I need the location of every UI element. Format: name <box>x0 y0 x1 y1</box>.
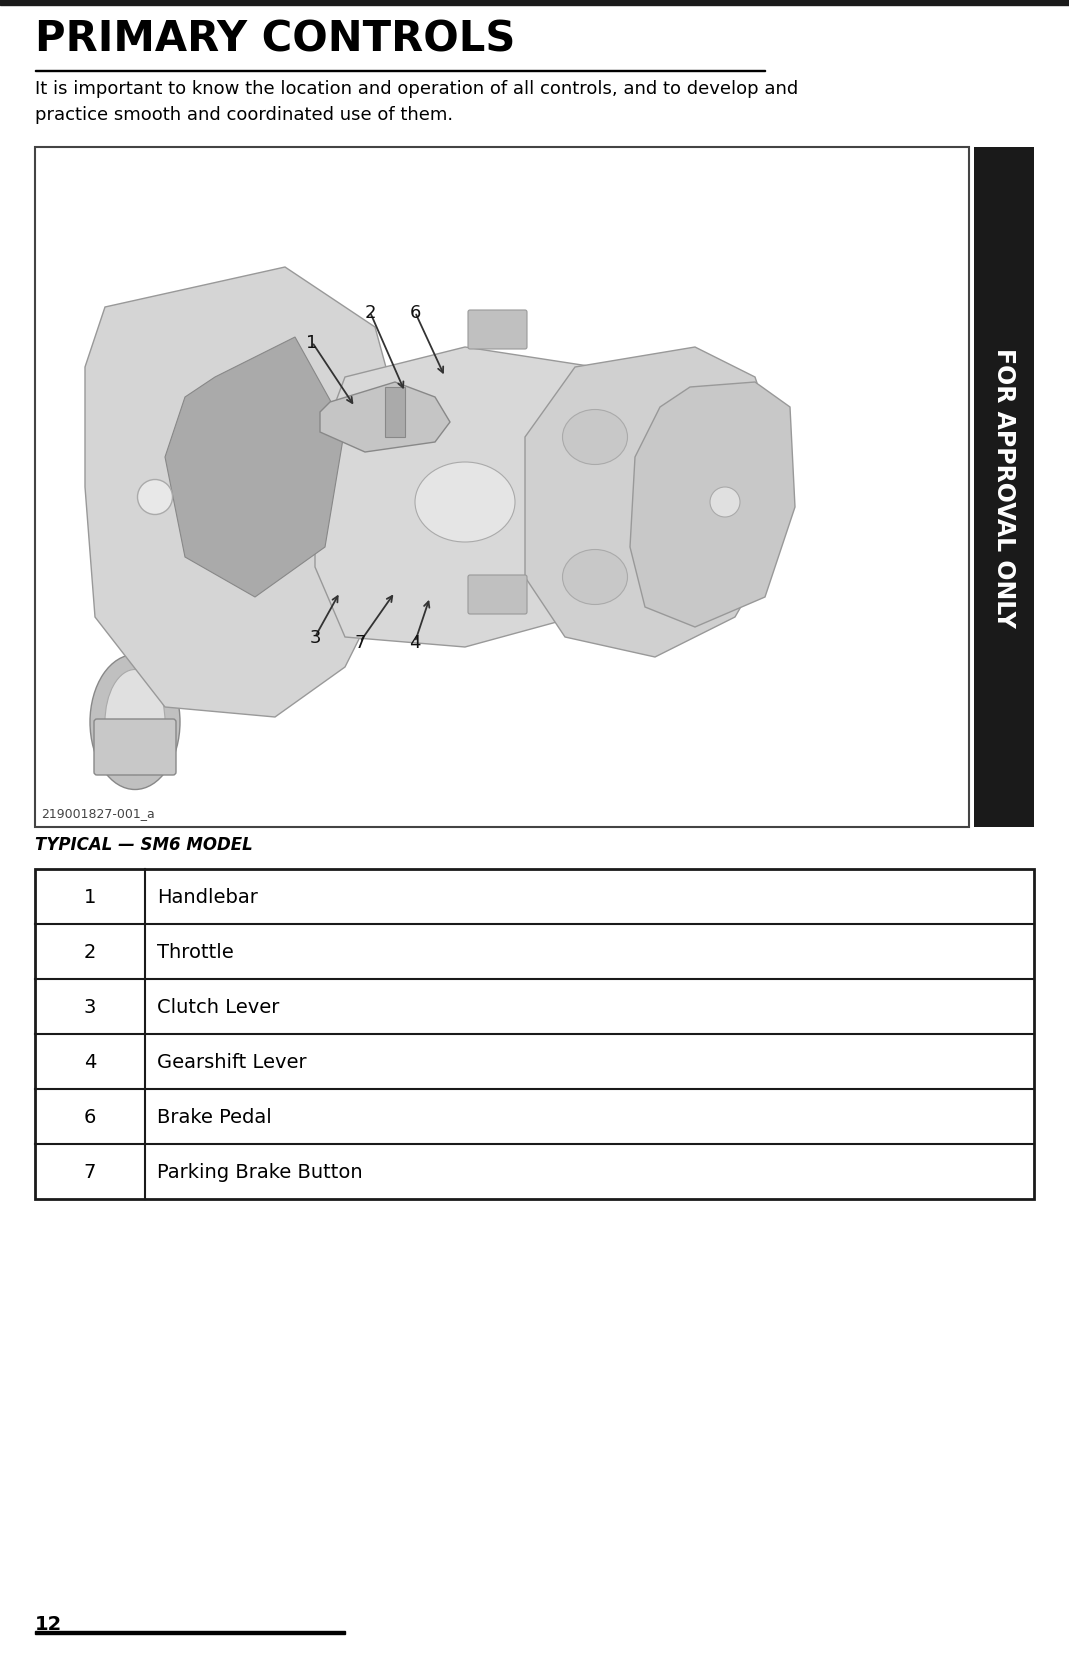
Bar <box>385 388 405 437</box>
Bar <box>35 1630 345 1634</box>
Text: 219001827-001_a: 219001827-001_a <box>41 807 155 820</box>
Text: 2: 2 <box>83 943 96 961</box>
Polygon shape <box>320 383 450 452</box>
Ellipse shape <box>90 655 180 790</box>
Text: 4: 4 <box>409 633 421 651</box>
FancyBboxPatch shape <box>468 312 527 350</box>
Text: 3: 3 <box>83 998 96 1016</box>
Polygon shape <box>630 383 795 628</box>
Text: 3: 3 <box>309 628 321 646</box>
Text: 7: 7 <box>354 633 366 651</box>
Text: Clutch Lever: Clutch Lever <box>157 998 279 1016</box>
FancyBboxPatch shape <box>94 719 176 775</box>
Text: 12: 12 <box>35 1614 62 1634</box>
Polygon shape <box>86 268 405 717</box>
Text: 7: 7 <box>83 1162 96 1181</box>
Polygon shape <box>525 348 775 658</box>
Text: FOR APPROVAL ONLY: FOR APPROVAL ONLY <box>992 348 1016 628</box>
Text: Throttle: Throttle <box>157 943 234 961</box>
Bar <box>0 0 1069 7</box>
FancyBboxPatch shape <box>468 575 527 615</box>
Bar <box>35 147 969 827</box>
Text: 6: 6 <box>409 303 421 321</box>
Ellipse shape <box>138 481 172 515</box>
Ellipse shape <box>105 669 165 775</box>
Text: 6: 6 <box>83 1107 96 1127</box>
Ellipse shape <box>562 550 628 605</box>
Text: 4: 4 <box>83 1052 96 1072</box>
Text: TYPICAL — SM6 MODEL: TYPICAL — SM6 MODEL <box>35 835 252 853</box>
Ellipse shape <box>710 487 740 517</box>
Bar <box>974 147 1034 827</box>
Text: Brake Pedal: Brake Pedal <box>157 1107 272 1127</box>
Text: PRIMARY CONTROLS: PRIMARY CONTROLS <box>35 18 515 60</box>
Text: It is important to know the location and operation of all controls, and to devel: It is important to know the location and… <box>35 80 799 124</box>
Text: 1: 1 <box>307 333 317 351</box>
Ellipse shape <box>562 411 628 466</box>
Polygon shape <box>315 348 625 648</box>
Bar <box>35 870 1034 1200</box>
Polygon shape <box>165 338 345 598</box>
Text: Gearshift Lever: Gearshift Lever <box>157 1052 307 1072</box>
Ellipse shape <box>415 462 515 543</box>
Text: Handlebar: Handlebar <box>157 888 258 906</box>
Text: 1: 1 <box>83 888 96 906</box>
Text: 2: 2 <box>365 303 375 321</box>
Text: Parking Brake Button: Parking Brake Button <box>157 1162 362 1181</box>
